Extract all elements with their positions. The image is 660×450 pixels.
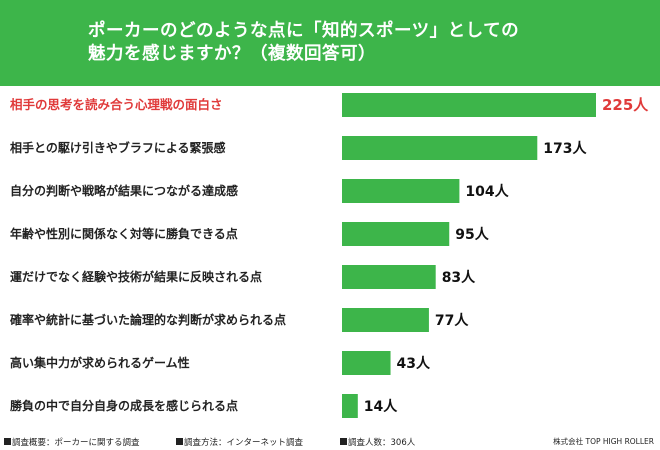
category-label: 確率や統計に基づいた論理的な判断が求められる点 [10, 312, 286, 327]
respondents-text: 調査人数：306人 [348, 438, 416, 448]
bar [342, 265, 436, 289]
chart-title-line2: 魅力を感じますか？（複数回答可） [88, 44, 376, 64]
bar [342, 136, 538, 160]
value-label: 225人 [602, 96, 649, 114]
footer-note-method: 調査方法：インターネット調査 [176, 436, 303, 448]
title-banner: ポーカーのどのような点に「知的スポーツ」としての 魅力を感じますか？（複数回答可… [0, 0, 660, 86]
category-label: 勝負の中で自分自身の成長を感じられる点 [10, 398, 238, 413]
footer: 調査概要：ポーカーに関する調査 調査方法：インターネット調査 調査人数：306人… [0, 432, 660, 450]
value-label: 43人 [397, 355, 431, 372]
value-label: 95人 [455, 226, 489, 243]
square-bullet-icon [340, 438, 347, 445]
value-label: 77人 [435, 312, 469, 329]
category-label: 運だけでなく経験や技術が結果に反映される点 [10, 269, 262, 284]
bar [342, 308, 429, 332]
category-label: 相手の思考を読み合う心理戦の面白さ [10, 97, 223, 112]
category-label: 相手との駆け引きやブラフによる緊張感 [10, 140, 226, 155]
value-label: 14人 [364, 398, 398, 415]
footer-note-respondents: 調査人数：306人 [340, 436, 415, 448]
company-credit: 株式会社 TOP HIGH ROLLER [553, 437, 654, 446]
category-label: 年齢や性別に関係なく対等に勝負できる点 [10, 226, 238, 241]
value-label: 104人 [465, 183, 509, 200]
bar [342, 93, 596, 117]
bar [342, 222, 450, 246]
footer-note-summary: 調査概要：ポーカーに関する調査 [4, 436, 140, 448]
bar [342, 179, 460, 203]
value-label: 173人 [543, 140, 587, 157]
value-label: 83人 [442, 269, 476, 286]
category-label: 自分の判断や戦略が結果につながる達成感 [10, 183, 238, 198]
bar [342, 351, 391, 375]
chart-title-line1: ポーカーのどのような点に「知的スポーツ」としての [88, 21, 520, 41]
square-bullet-icon [4, 438, 11, 445]
bar [342, 394, 358, 418]
survey-method-text: 調査方法：インターネット調査 [184, 438, 304, 448]
survey-summary-text: 調査概要：ポーカーに関する調査 [12, 438, 140, 448]
square-bullet-icon [176, 438, 183, 445]
category-label: 高い集中力が求められるゲーム性 [10, 355, 190, 370]
